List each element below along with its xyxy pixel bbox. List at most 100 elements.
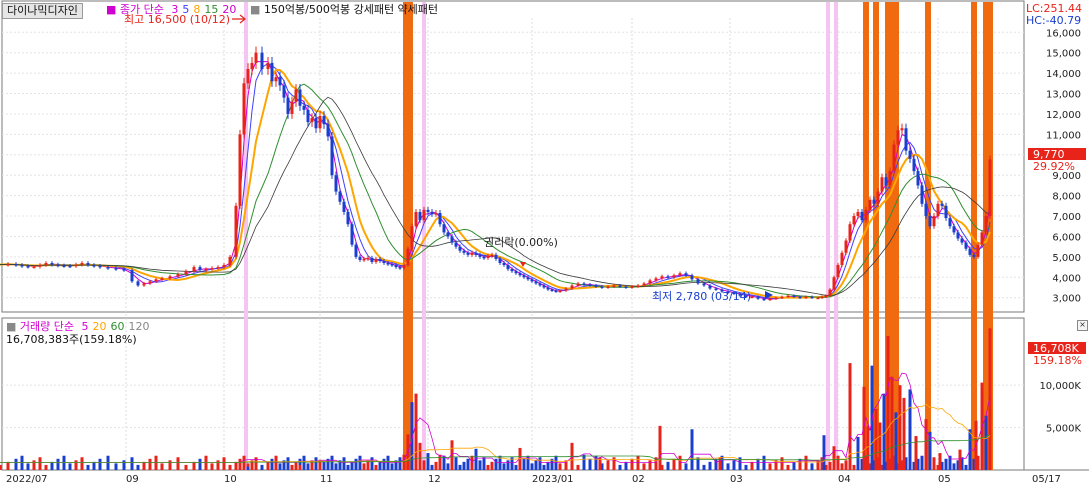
candle-body <box>756 296 760 299</box>
volume-bar <box>960 457 964 470</box>
candle-body <box>68 265 72 268</box>
volume-bar <box>390 463 394 470</box>
candle-body <box>62 265 66 267</box>
candle-body <box>786 295 790 298</box>
candle-body <box>160 278 164 280</box>
candle-body <box>948 218 952 227</box>
candle-body <box>410 226 414 249</box>
volume-bar <box>142 461 146 470</box>
volume-spike-bar <box>318 459 322 470</box>
volume-bar <box>920 455 924 470</box>
volume-bar <box>780 457 784 470</box>
volume-pane-close-icon[interactable]: × <box>1077 320 1088 331</box>
volume-spike-bar <box>242 459 246 470</box>
volume-bar <box>510 457 514 470</box>
candle-body <box>154 279 158 282</box>
candle-body <box>260 52 264 70</box>
legend-period-3: 3 <box>171 3 179 16</box>
candle-body <box>630 286 634 288</box>
candle-body <box>984 216 988 233</box>
volume-bar <box>434 461 438 470</box>
price-tick-label: 16,000 <box>1046 28 1081 39</box>
candle-body <box>900 128 904 131</box>
candle-body <box>434 212 438 215</box>
ex-rights-annotation: 권리락(0.00%) <box>484 236 558 249</box>
candle-body <box>564 288 568 291</box>
strong-pattern-bar <box>889 2 895 470</box>
low-arrow-icon <box>765 291 773 299</box>
candle-body <box>888 171 892 186</box>
legend-period-60: 60 <box>110 320 125 333</box>
candle-body <box>430 211 434 214</box>
candle-body <box>346 211 350 225</box>
ma20-line <box>0 96 991 296</box>
candle-body <box>558 290 562 293</box>
candle-body <box>840 252 844 266</box>
volume-spike-bar <box>426 453 430 470</box>
stock-name-button[interactable]: 다이나믹디자인 <box>2 3 83 19</box>
volume-spike-bar <box>410 402 414 470</box>
candle-body <box>176 274 180 277</box>
volume-bar <box>310 460 314 470</box>
volume-bar <box>514 464 518 470</box>
candle-body <box>636 285 640 287</box>
volume-spike-bar <box>402 454 406 470</box>
candle-body <box>526 277 530 280</box>
candle-body <box>550 289 554 292</box>
candle-body <box>952 226 956 233</box>
candle-body <box>588 284 592 286</box>
volume-spike-bar <box>798 462 802 470</box>
candle-body <box>792 295 796 298</box>
legend-period-5: 5 <box>182 3 190 16</box>
candle-body <box>732 292 736 295</box>
volume-bar <box>32 460 36 470</box>
price-tick-label: 12,000 <box>1046 110 1081 121</box>
volume-bar <box>354 458 358 470</box>
volume-spike-bar <box>598 457 602 470</box>
volume-bar <box>56 458 60 470</box>
high-annotation: 최고 16,500 (10/12) <box>124 13 230 26</box>
volume-bar <box>136 464 140 470</box>
candle-body <box>306 109 310 123</box>
candle-body <box>362 258 366 261</box>
candle-body <box>860 211 864 221</box>
candle-body <box>798 296 802 299</box>
candle-body <box>6 264 10 266</box>
volume-bar <box>466 458 470 470</box>
volume-bar <box>306 463 310 470</box>
candle-body <box>490 254 494 257</box>
volume-spike-bar <box>866 425 870 470</box>
volume-bar <box>558 463 562 470</box>
volume-bar <box>956 460 960 470</box>
volume-bar <box>672 458 676 470</box>
volume-spike-bar <box>894 412 898 470</box>
volume-bar <box>454 457 458 470</box>
volume-bar <box>14 458 18 470</box>
volume-bar <box>334 463 338 470</box>
volume-bar <box>114 463 118 470</box>
candle-body <box>522 275 526 278</box>
candle-body <box>266 62 270 70</box>
volume-bar <box>952 463 956 470</box>
volume-bar <box>342 457 346 470</box>
volume-tick-label: 5,000K <box>1046 424 1082 435</box>
candle-body <box>534 281 538 284</box>
volume-bar <box>792 461 796 470</box>
volume-bar <box>732 460 736 470</box>
volume-bar <box>68 463 72 470</box>
candle-body <box>672 275 676 278</box>
weak-pattern-bar <box>422 2 426 470</box>
axis-layer: 2022/07 09 10 11 12 2023/01 02 03 04 05 05/17 3,000… <box>6 28 1081 485</box>
volume-bar <box>198 458 202 470</box>
price-legend-label: 종가 단순 <box>119 3 164 16</box>
candle-body <box>936 203 940 217</box>
volume-bar <box>648 460 652 470</box>
candle-body <box>330 136 334 176</box>
volume-bar <box>290 464 294 470</box>
candle-body <box>968 248 972 255</box>
volume-bar <box>122 460 126 470</box>
volume-bar <box>840 463 844 470</box>
volume-bar <box>106 455 110 470</box>
